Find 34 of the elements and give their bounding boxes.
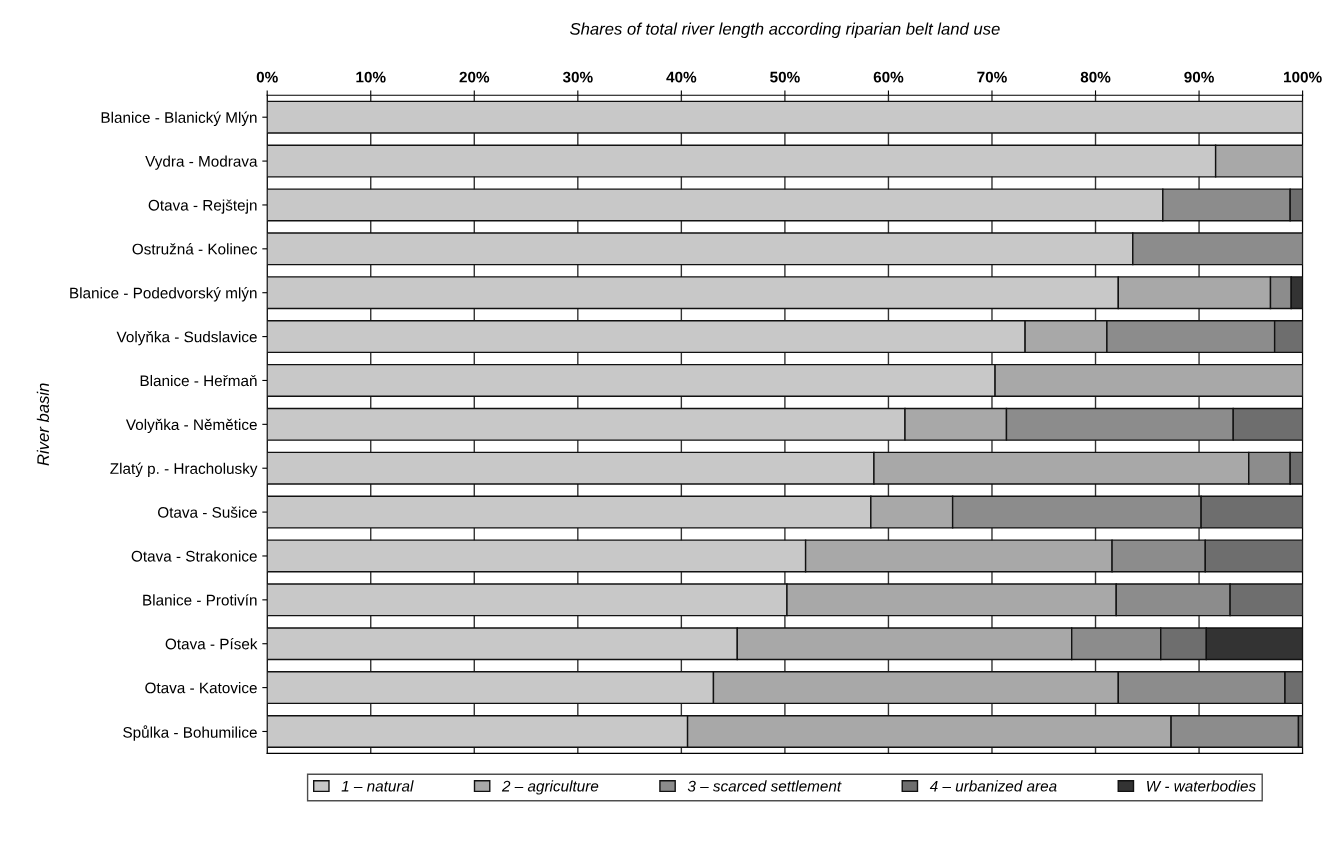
y-axis-title: River basin	[36, 383, 50, 466]
y-tick-label: Zlatý p. - Hracholusky	[110, 462, 258, 478]
x-tick-label: 90%	[1184, 71, 1214, 83]
y-tick-label: Otava - Sušice	[158, 506, 257, 518]
y-tick-label: Blanice - Podedvorský mlýn	[70, 287, 257, 302]
y-tick-label: Blanice - Protivín	[143, 594, 257, 606]
legend-label: W - waterbodies	[1147, 780, 1256, 792]
legend-label: 2 – agriculture	[501, 780, 599, 795]
x-tick-label: 30%	[562, 71, 593, 83]
x-tick-label: 80%	[1080, 71, 1111, 83]
y-tick-label: Volyňka - Němětice	[125, 418, 257, 434]
x-tick-label: 70%	[977, 71, 1007, 83]
legend-label: 3 – scarced settlement	[687, 780, 842, 792]
chart-title: Shares of total river length according riparian belt land use	[569, 22, 1000, 39]
x-tick-label: 40%	[666, 71, 697, 83]
y-tick-label: Volyňka - Sudslavice	[116, 331, 257, 346]
x-tick-label: 60%	[873, 71, 904, 83]
x-tick-label: 100%	[1284, 71, 1322, 83]
y-tick-label: Otava - Rejštejn	[148, 199, 257, 214]
x-tick-label: 20%	[459, 71, 490, 83]
x-tick-label: 50%	[770, 71, 800, 83]
x-tick-label: 0%	[256, 71, 278, 83]
y-tick-label: Otava - Strakonice	[131, 550, 257, 562]
y-tick-label: Otava - Písek	[165, 638, 258, 650]
bar	[267, 100, 1303, 134]
y-tick-label: Otava - Katovice	[145, 682, 257, 694]
y-tick-label: Blanice - Heřmaň	[140, 374, 257, 387]
y-tick-label: Spůlka - Bohumilice	[123, 725, 257, 741]
y-tick-label: Ostružná - Kolinec	[132, 243, 258, 255]
y-tick-label: Vydra - Modrava	[145, 155, 258, 170]
y-tick-label: Blanice - Blanický Mlýn	[101, 111, 257, 126]
legend-label: 1 – natural	[341, 780, 414, 792]
x-tick-label: 10%	[356, 71, 386, 83]
legend-label: 4 – urbanized area	[929, 780, 1057, 792]
